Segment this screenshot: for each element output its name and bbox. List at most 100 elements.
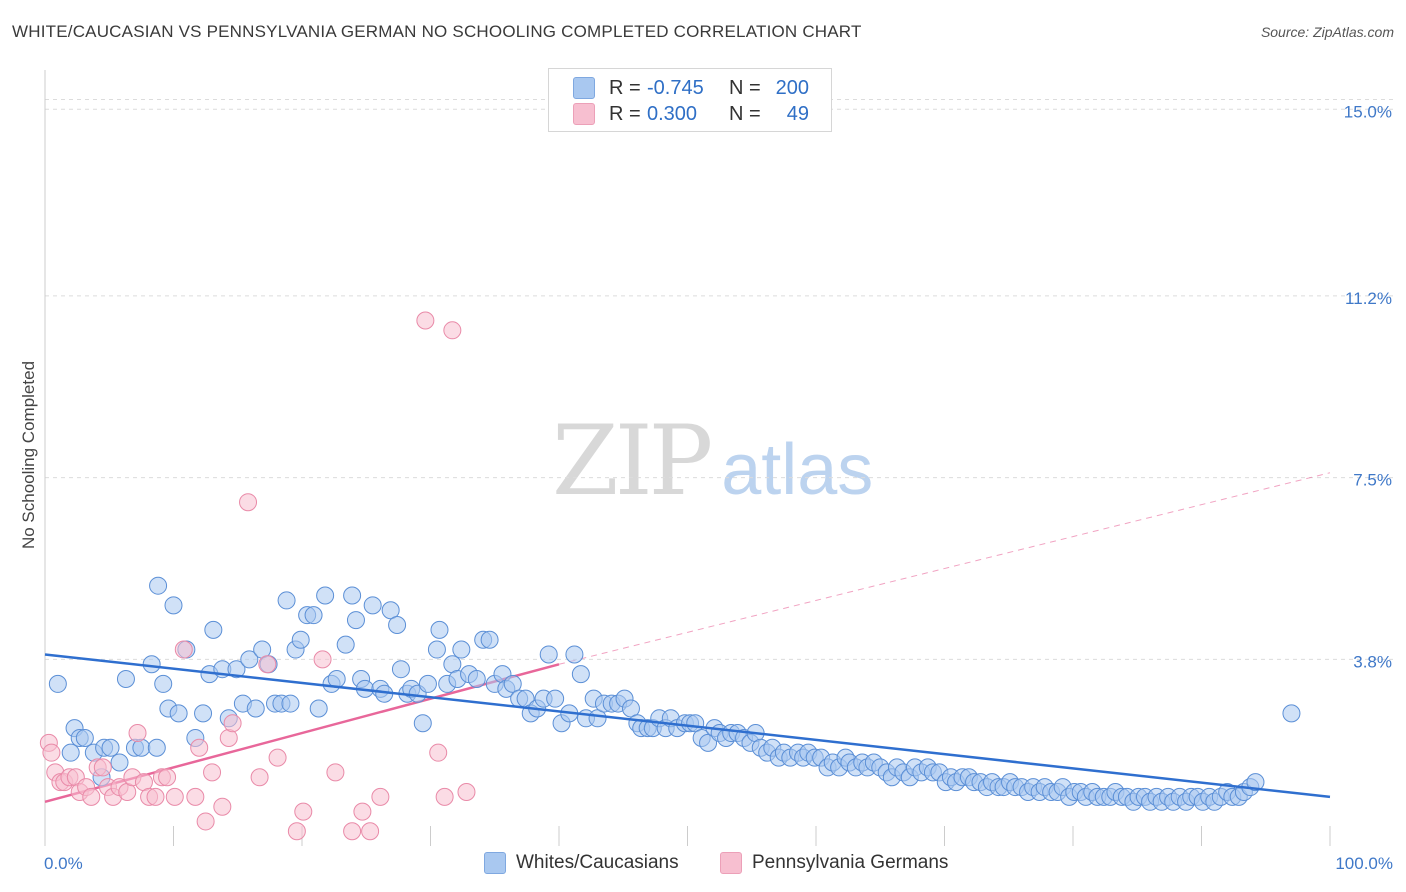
point-whites — [427, 640, 446, 659]
trend-line-pa-germans-extension — [558, 472, 1331, 665]
point-whites — [169, 704, 188, 723]
legend-row-whites: R = -0.745 N = 200 — [573, 75, 809, 101]
point-whites — [291, 630, 310, 649]
point-whites — [343, 586, 362, 605]
series-whites-points — [48, 576, 1301, 811]
source-label: Source: ZipAtlas.com — [1260, 24, 1394, 40]
y-tick-label: 7.5% — [1353, 471, 1392, 490]
legend-row-pa-germans: R = 0.300 N = 49 — [573, 101, 809, 127]
point-pa-germans — [190, 738, 209, 757]
legend-item-whites[interactable]: Whites/Caucasians — [484, 852, 679, 874]
point-pa-germans — [203, 763, 222, 782]
legend-item-pa-germans[interactable]: Pennsylvania Germans — [720, 852, 948, 874]
point-pa-germans — [223, 714, 242, 733]
point-pa-germans — [196, 812, 215, 831]
point-whites — [391, 660, 410, 679]
point-whites — [164, 596, 183, 615]
point-pa-germans — [326, 763, 345, 782]
legend-r-label: R = — [609, 102, 641, 125]
tick-labels: 3.8% 7.5% 11.2% 15.0% 0.0% 100.0% — [44, 102, 1393, 873]
point-pa-germans — [287, 822, 306, 841]
y-tick-label: 11.2% — [1345, 289, 1392, 308]
point-whites — [154, 674, 173, 693]
point-pa-germans — [146, 787, 165, 806]
point-whites — [204, 620, 223, 639]
legend-swatch-blue — [573, 77, 595, 99]
legend-n-label: N = — [729, 102, 761, 125]
legend-swatch-pink — [720, 852, 742, 874]
watermark-atlas: atlas — [721, 430, 874, 510]
point-pa-germans — [93, 758, 112, 777]
point-whites — [147, 738, 166, 757]
point-pa-germans — [294, 802, 313, 821]
point-pa-germans — [361, 822, 380, 841]
watermark: ZIP atlas — [552, 405, 873, 517]
point-whites — [571, 665, 590, 684]
point-pa-germans — [353, 802, 372, 821]
grid — [45, 98, 1395, 660]
legend-swatch-blue — [484, 852, 506, 874]
point-whites — [480, 630, 499, 649]
point-whites — [565, 645, 584, 664]
y-tick-label: 15.0% — [1344, 102, 1392, 121]
trend-line-blue-group — [44, 653, 1331, 799]
point-pa-germans — [165, 787, 184, 806]
point-whites — [452, 640, 471, 659]
axes — [44, 70, 1331, 846]
point-whites — [430, 620, 449, 639]
point-whites — [227, 660, 246, 679]
point-whites — [467, 670, 486, 689]
y-tick-label: 3.8% — [1353, 652, 1392, 671]
legend-r-value: 0.300 — [647, 102, 698, 125]
point-whites — [346, 611, 365, 630]
point-pa-germans — [435, 787, 454, 806]
trend-line-whites — [44, 653, 1331, 799]
point-whites — [1282, 704, 1301, 723]
legend-swatch-pink — [573, 103, 595, 125]
point-whites — [75, 728, 94, 747]
point-whites — [240, 650, 259, 669]
point-pa-germans — [186, 787, 205, 806]
point-whites — [304, 606, 323, 625]
point-whites — [539, 645, 558, 664]
legend-n-label: N = — [729, 76, 761, 99]
point-pa-germans — [82, 787, 101, 806]
point-whites — [142, 655, 161, 674]
point-whites — [61, 743, 80, 762]
point-whites — [1246, 773, 1265, 792]
point-whites — [277, 591, 296, 610]
legend-label-pa-germans: Pennsylvania Germans — [752, 852, 949, 873]
point-pa-germans — [371, 787, 390, 806]
legend-n-value: 200 — [775, 76, 809, 99]
point-whites — [101, 738, 120, 757]
point-whites — [246, 699, 265, 718]
series-legend: Whites/Caucasians Pennsylvania Germans — [0, 852, 1406, 876]
point-whites — [336, 635, 355, 654]
point-pa-germans — [443, 321, 462, 340]
point-pa-germans — [313, 650, 332, 669]
point-whites — [281, 694, 300, 713]
point-whites — [48, 674, 67, 693]
point-pa-germans — [42, 743, 61, 762]
point-whites — [194, 704, 213, 723]
legend-n-value: 49 — [786, 102, 809, 125]
x-tick-label: 0.0% — [44, 854, 83, 873]
point-pa-germans — [258, 655, 277, 674]
point-whites — [132, 738, 151, 757]
point-pa-germans — [416, 311, 435, 330]
point-pa-germans — [429, 743, 448, 762]
point-whites — [309, 699, 328, 718]
point-pa-germans — [239, 493, 258, 512]
point-whites — [116, 670, 135, 689]
legend-r-label: R = — [609, 76, 641, 99]
point-whites — [546, 689, 565, 708]
point-pa-germans — [213, 797, 232, 816]
point-pa-germans — [268, 748, 287, 767]
point-whites — [149, 576, 168, 595]
point-whites — [363, 596, 382, 615]
point-pa-germans — [128, 724, 147, 743]
y-axis-label: No Schooling Completed — [19, 361, 38, 549]
point-whites — [110, 753, 129, 772]
point-pa-germans — [250, 768, 269, 787]
